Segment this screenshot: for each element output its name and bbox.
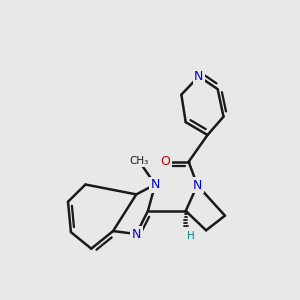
Text: N: N xyxy=(132,227,141,241)
Text: N: N xyxy=(151,178,160,191)
Text: H: H xyxy=(187,231,195,241)
Text: CH₃: CH₃ xyxy=(130,156,149,167)
Text: N: N xyxy=(194,70,203,83)
Text: N: N xyxy=(193,179,202,192)
Text: O: O xyxy=(160,155,170,168)
